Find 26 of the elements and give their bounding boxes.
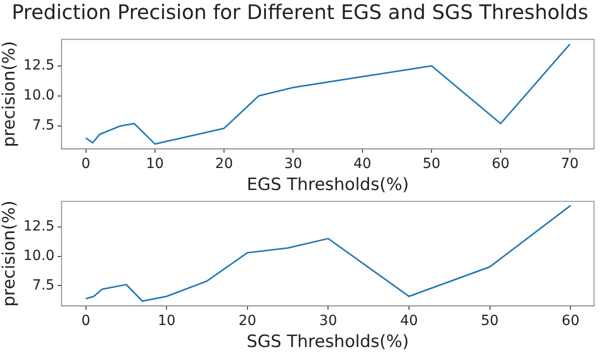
y-tick-label: 10.0	[23, 88, 55, 104]
x-tick-label: 0	[81, 156, 90, 172]
x-axis-title: EGS Thresholds(%)	[246, 175, 409, 196]
x-tick-label: 70	[560, 156, 579, 172]
x-tick-label: 50	[422, 156, 440, 172]
x-tick-label: 10	[146, 156, 164, 172]
x-tick-label: 30	[319, 312, 338, 329]
y-tick-label: 10.0	[23, 248, 55, 264]
y-tick-label: 12.5	[23, 57, 55, 74]
x-tick-label: 60	[492, 156, 510, 172]
x-tick-label: 40	[400, 312, 418, 329]
x-tick-label: 50	[480, 312, 499, 329]
x-tick-label: 30	[284, 156, 302, 172]
x-tick-label: 20	[215, 156, 233, 172]
x-tick-label: 60	[562, 312, 580, 329]
y-tick-label: 12.5	[23, 218, 55, 234]
chart-title: Prediction Precision for Different EGS and SGS Thresholds	[10, 0, 590, 24]
y-tick-label: 7.5	[32, 118, 55, 134]
y-axis-title: precision(%)	[0, 41, 20, 148]
x-tick-label: 20	[238, 312, 256, 329]
y-tick-label: 7.5	[32, 277, 55, 294]
x-tick-label: 40	[353, 156, 372, 172]
y-axis-title: precision(%)	[0, 200, 20, 307]
x-tick-label: 10	[158, 312, 176, 329]
x-axis-title: SGS Thresholds(%)	[246, 332, 409, 352]
x-tick-label: 0	[81, 312, 90, 329]
